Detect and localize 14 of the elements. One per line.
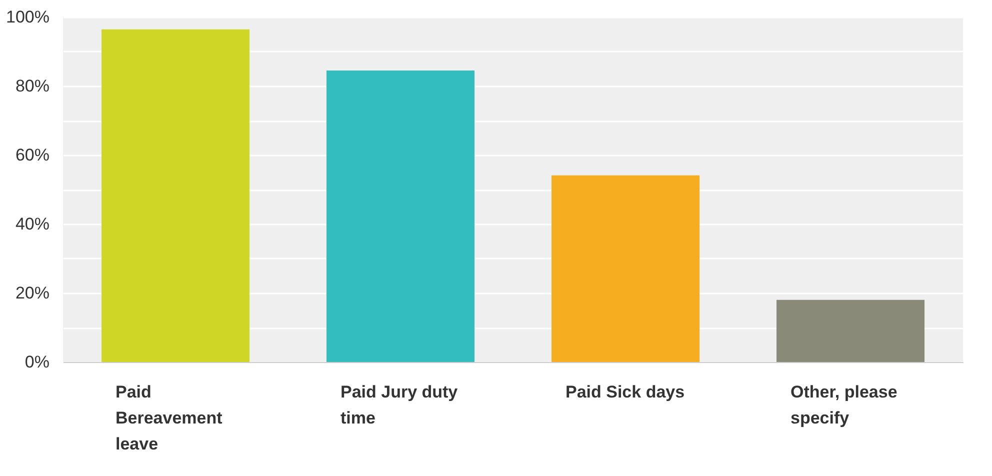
bar bbox=[326, 70, 474, 362]
x-tick-label: Paid Sick days bbox=[566, 382, 685, 402]
x-tick-label: Paid Jury duty time bbox=[340, 382, 458, 428]
y-tick-label: 100% bbox=[6, 8, 50, 26]
bar bbox=[102, 29, 250, 362]
y-tick-label: 0% bbox=[24, 352, 50, 372]
y-tick-label: 60% bbox=[15, 146, 50, 164]
x-tick-label: Other, please specify bbox=[790, 382, 898, 428]
y-tick-label: 80% bbox=[15, 76, 50, 96]
y-tick-label: 20% bbox=[15, 284, 50, 302]
bar bbox=[552, 175, 700, 362]
y-tick-label: 40% bbox=[15, 214, 50, 234]
bar bbox=[776, 300, 924, 362]
x-tick-label: Paid Bereavement leave bbox=[116, 382, 223, 454]
